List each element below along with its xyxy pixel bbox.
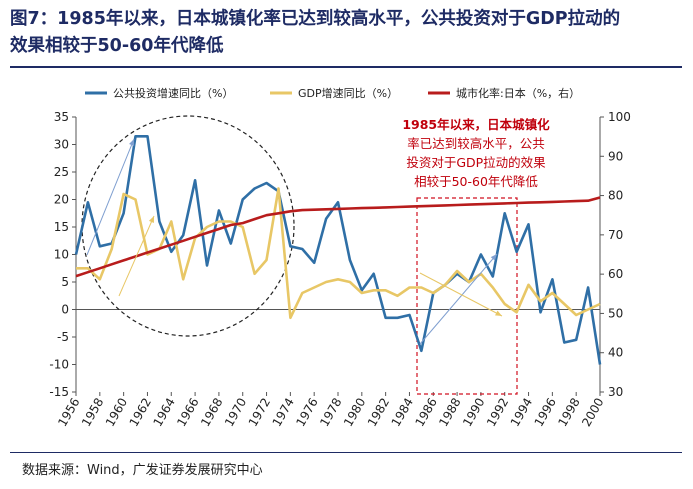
title-divider	[10, 66, 682, 68]
x-tick-label: 1988	[436, 396, 463, 429]
x-tick-label: 1972	[246, 396, 273, 429]
investment-trend-arrow-2	[419, 253, 498, 345]
left-tick-label: 15	[54, 220, 69, 234]
x-tick-label: 1996	[532, 396, 559, 429]
right-tick-label: 30	[608, 385, 623, 399]
right-tick-label: 50	[608, 306, 623, 320]
right-tick-label: 70	[608, 228, 623, 242]
highlight-box	[416, 197, 518, 395]
annotation-line: 相较于50-60年代降低	[414, 174, 538, 189]
x-tick-label: 1980	[341, 396, 368, 429]
right-tick-label: 100	[608, 110, 631, 124]
urbanization-line	[75, 196, 601, 278]
x-tick-label: 1992	[484, 396, 511, 429]
gdp-trend-arrow-2	[419, 272, 503, 317]
right-tick-label: 60	[608, 267, 623, 281]
chart-svg: 35302520151050-5-10-15100908070605040301…	[49, 86, 631, 429]
x-tick-label: 1986	[412, 396, 439, 429]
x-tick-label: 1970	[222, 396, 249, 429]
x-tick-label: 1964	[150, 396, 177, 429]
right-tick-label: 90	[608, 149, 623, 163]
x-tick-label: 1978	[317, 396, 344, 429]
left-tick-label: -10	[49, 358, 69, 372]
x-tick-label: 1962	[127, 396, 154, 429]
legend-label: 城市化率:日本（%，右）	[456, 86, 580, 100]
left-tick-label: 10	[54, 248, 69, 262]
chart-title: 图7：1985年以来，日本城镇化率已达到较高水平，公共投资对于GDP拉动的 效果…	[10, 6, 682, 60]
legend-label: GDP增速同比（%）	[298, 86, 398, 100]
gdp-trend-arrow-2-head	[495, 310, 502, 316]
right-tick-label: 80	[608, 189, 623, 203]
annotation-line: 投资对于GDP拉动的效果	[406, 155, 546, 170]
annotation-line: 率已达到较高水平，公共	[407, 136, 545, 151]
x-tick-label: 1982	[365, 396, 392, 429]
gdp-trend-arrow	[118, 215, 155, 297]
x-tick-label: 1974	[270, 396, 297, 429]
x-tick-label: 2000	[579, 396, 606, 429]
legend-label: 公共投资增速同比（%）	[113, 86, 233, 100]
x-tick-label: 1998	[555, 396, 582, 429]
source-divider	[10, 452, 682, 453]
gdp-line	[76, 187, 601, 320]
gdp-trend-arrow-head	[148, 216, 154, 223]
x-tick-label: 1956	[55, 396, 82, 429]
title-line-1: 图7：1985年以来，日本城镇化率已达到较高水平，公共投资对于GDP拉动的	[10, 9, 621, 29]
x-tick-label: 1976	[293, 396, 320, 429]
left-tick-label: -15	[49, 385, 69, 399]
x-tick-label: 1966	[174, 396, 201, 429]
highlight-circle	[81, 115, 295, 337]
left-tick-label: 0	[61, 303, 69, 317]
x-tick-label: 1958	[79, 396, 106, 429]
left-tick-label: 5	[61, 275, 69, 289]
source-note: 数据来源：Wind，广发证券发展研究中心	[22, 463, 263, 478]
investment-trend-arrow-head	[129, 139, 135, 146]
x-tick-label: 1994	[508, 396, 535, 429]
investment-trend-arrow-2-head	[490, 254, 497, 261]
left-tick-label: 35	[54, 110, 69, 124]
x-tick-label: 1960	[103, 396, 130, 429]
investment-trend-arrow	[86, 138, 135, 256]
annotation-line: 1985年以来，日本城镇化	[402, 117, 550, 132]
investment-line	[74, 135, 602, 365]
left-tick-label: 25	[54, 165, 69, 179]
left-tick-label: -5	[57, 330, 69, 344]
x-tick-label: 1968	[198, 396, 225, 429]
left-tick-label: 20	[54, 193, 69, 207]
x-tick-label: 1984	[389, 396, 416, 429]
title-line-2: 效果相较于50-60年代降低	[10, 36, 224, 56]
left-tick-label: 30	[54, 138, 69, 152]
x-tick-label: 1990	[460, 395, 487, 428]
header: 图7：1985年以来，日本城镇化率已达到较高水平，公共投资对于GDP拉动的 效果…	[0, 0, 693, 66]
right-tick-label: 40	[608, 346, 623, 360]
